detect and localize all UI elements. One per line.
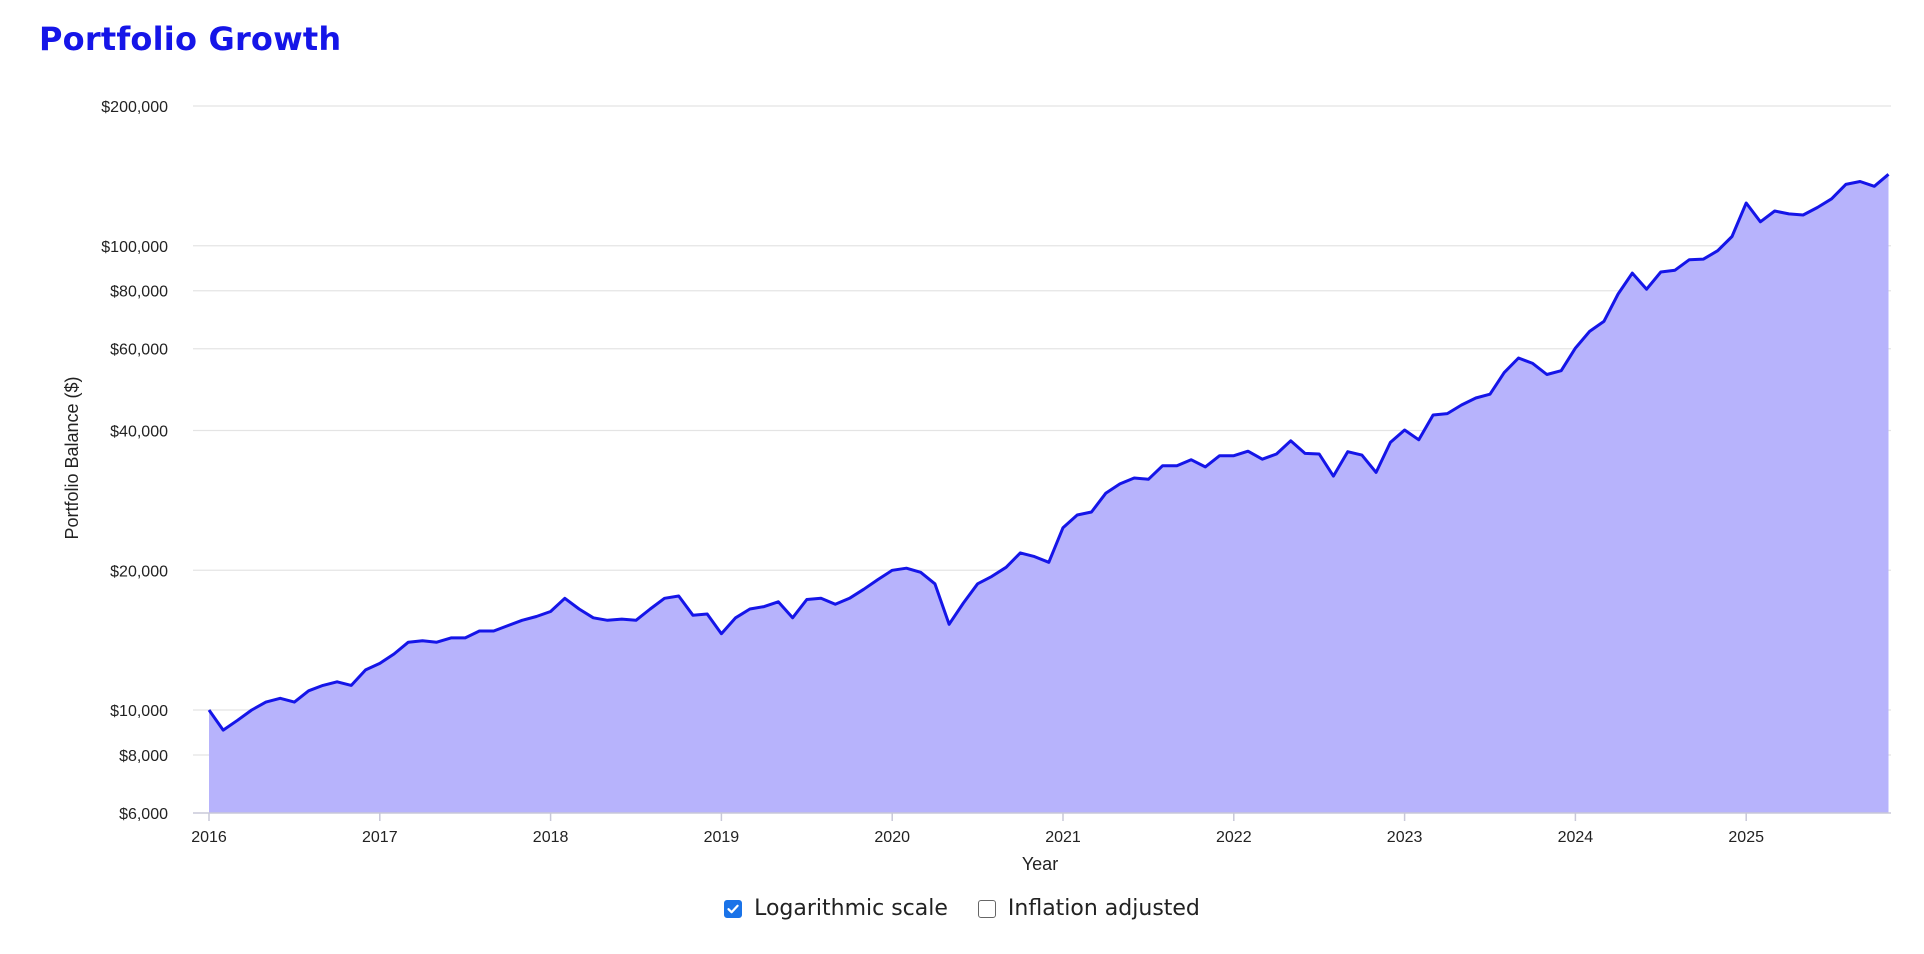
y-tick-label: $6,000 <box>119 806 168 823</box>
y-axis-title: Portfolio Balance ($) <box>62 376 82 539</box>
log-scale-toggle[interactable]: Logarithmic scale <box>724 896 948 921</box>
x-tick-label: 2021 <box>1045 829 1081 846</box>
inflation-adjusted-checkbox[interactable] <box>977 899 996 918</box>
x-tick-label: 2017 <box>362 829 398 846</box>
series-area <box>209 174 1889 814</box>
x-tick-label: 2018 <box>533 829 569 846</box>
x-tick-label: 2016 <box>191 829 227 846</box>
x-tick-label: 2025 <box>1728 829 1764 846</box>
x-tick-label: 2019 <box>704 829 740 846</box>
y-tick-label: $10,000 <box>110 703 168 720</box>
y-tick-label: $20,000 <box>110 563 168 580</box>
y-tick-label: $200,000 <box>101 99 168 116</box>
log-scale-label: Logarithmic scale <box>754 896 948 921</box>
y-tick-label: $8,000 <box>119 748 168 765</box>
y-tick-label: $80,000 <box>110 284 168 301</box>
x-axis-title: Year <box>1022 854 1058 874</box>
x-tick-label: 2022 <box>1216 829 1252 846</box>
chart-controls: Logarithmic scale Inflation adjusted <box>0 896 1924 921</box>
log-scale-checkbox[interactable] <box>724 899 743 918</box>
x-tick-label: 2023 <box>1387 829 1423 846</box>
inflation-adjusted-toggle[interactable]: Inflation adjusted <box>977 896 1200 921</box>
inflation-adjusted-label: Inflation adjusted <box>1007 896 1200 921</box>
chart-title: Portfolio Growth <box>39 20 342 58</box>
x-tick-label: 2020 <box>874 829 910 846</box>
y-tick-label: $40,000 <box>110 423 168 440</box>
y-tick-label: $100,000 <box>101 239 168 256</box>
x-tick-label: 2024 <box>1558 829 1594 846</box>
portfolio-chart: $6,000 $8,000 $10,000 $20,000 $40,000 $60,000… <box>62 99 1891 874</box>
y-tick-label: $60,000 <box>110 342 168 359</box>
y-axis-ticks: $6,000 $8,000 $10,000 $20,000 $40,000 $60,000… <box>101 99 168 823</box>
x-axis-ticks: 2016 2017 2018 2019 2020 2021 2022 2023 2024 2025 <box>191 813 1764 846</box>
checkmark-icon <box>727 904 739 913</box>
series-line <box>207 173 1890 732</box>
